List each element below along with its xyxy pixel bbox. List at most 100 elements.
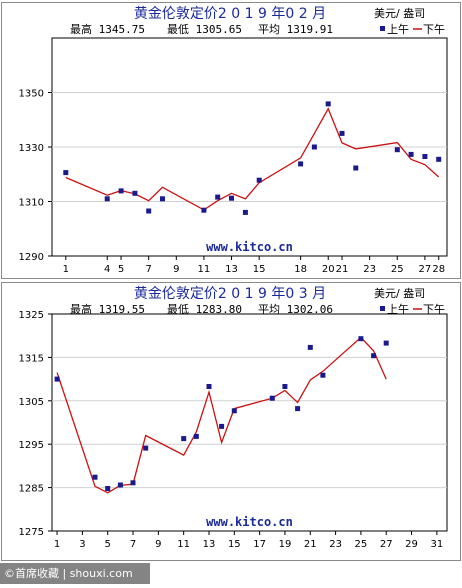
chart-2-x-tick-label: 3 — [79, 539, 85, 550]
chart-2-x-tick-label: 29 — [405, 539, 418, 550]
chart-1-series-am-point — [325, 101, 331, 107]
chart-1-legend-am-label: 上午 — [387, 23, 409, 36]
chart-2-y-tick-label: 1275 — [19, 527, 44, 538]
chart-1-x-tick-label: 28 — [432, 264, 445, 275]
chart-2-series-am-point — [130, 480, 136, 486]
chart-1-x-tick-label: 11 — [198, 264, 211, 275]
chart-1-y-tick-label: 1330 — [19, 143, 44, 154]
chart-1-x-tick-label: 9 — [173, 264, 179, 275]
chart-2-x-tick-label: 13 — [203, 539, 216, 550]
chart-2-x-tick-label: 17 — [253, 539, 266, 550]
chart-1-y-tick-label: 1290 — [19, 252, 44, 263]
chart-1-series-am-point — [339, 130, 345, 136]
chart-2-series-am-point — [54, 376, 60, 382]
chart-2-series-am-point — [358, 336, 364, 342]
chart-1-series-am-point — [63, 170, 69, 176]
chart-1-stat-high: 最高 1345.75 — [70, 22, 145, 36]
chart-1-x-tick-label: 13 — [225, 264, 238, 275]
chart-2-y-tick-label: 1315 — [19, 353, 44, 364]
chart-2-x-tick-label: 5 — [105, 539, 111, 550]
chart-1-series-am-point — [311, 144, 317, 150]
chart-1-legend-pm-label: 下午 — [423, 23, 445, 36]
chart-1-x-tick-label: 20 — [322, 264, 335, 275]
chart-2-series-am-point — [117, 482, 123, 488]
chart-2-x-tick-label: 1 — [54, 539, 60, 550]
chart-1-series-am-point — [422, 154, 428, 159]
chart-2-x-tick-label: 23 — [329, 539, 342, 550]
chart-2-series-am-point — [231, 408, 237, 414]
chart-1-series-am-point — [242, 209, 248, 215]
chart-2-legend-am-label: 上午 — [387, 303, 409, 316]
chart-1-x-tick-label: 18 — [294, 264, 307, 275]
chart-2-y-tick-label: 1325 — [19, 310, 44, 321]
chart-2-series-am-point — [92, 474, 98, 480]
chart-1-x-tick-label: 25 — [391, 264, 404, 275]
chart-1-stat-low: 最低 1305.65 — [167, 23, 242, 36]
watermark: ©首席收藏 | shouxi.com — [0, 563, 150, 584]
chart-1-x-tick-label: 4 — [104, 264, 110, 275]
chart-2-x-tick-label: 7 — [130, 539, 136, 550]
chart-2-x-tick-label: 9 — [155, 539, 161, 550]
chart-2-series-am-point — [193, 433, 199, 439]
chart-1-series-am-point — [104, 196, 110, 202]
chart-1-y-tick-label: 1350 — [19, 89, 44, 100]
chart-2-series-am-point — [181, 436, 187, 442]
chart-2-series-am-point — [383, 340, 389, 346]
chart-2-stat-avg: 平均 1302.06 — [258, 303, 333, 316]
chart-2-series-am-point — [269, 395, 275, 401]
chart-1-x-tick-label: 1 — [63, 264, 69, 275]
chart-2-stat-high: 最高 1319.55 — [70, 302, 145, 316]
chart-2-series-am-point — [105, 486, 111, 491]
chart-1-series-am-point — [146, 208, 152, 214]
chart-1-x-tick-label: 7 — [145, 264, 151, 275]
chart-2-x-tick-label: 15 — [228, 539, 241, 550]
chart-1-series-am-point — [256, 177, 262, 183]
chart-2-x-tick-label: 11 — [177, 539, 190, 550]
chart-2-legend-pm-label: 下午 — [423, 303, 445, 316]
chart-2-x-tick-label: 25 — [355, 539, 368, 550]
chart-1-series-am-point — [353, 165, 359, 171]
chart-1-series-am-point — [132, 190, 138, 196]
chart-2-series-am-point — [282, 384, 288, 389]
chart-2-series-am-point — [295, 406, 301, 412]
chart-2-y-tick-label: 1285 — [19, 484, 44, 495]
chart-2-url: www.kitco.cn — [206, 515, 293, 529]
chart-2-plot-area — [51, 313, 448, 532]
chart-2-x-tick-label: 19 — [279, 539, 292, 550]
chart-1-series-am-point — [408, 151, 414, 157]
chart-2-y-tick-label: 1305 — [19, 397, 44, 408]
chart-1-x-tick-label: 15 — [253, 264, 266, 275]
chart-2-y-tick-label: 1295 — [19, 440, 44, 451]
chart-1-unit-label: 美元/ 盎司 — [374, 6, 425, 20]
chart-1-series-am-point — [160, 196, 165, 202]
chart-1-series-am-point — [229, 195, 234, 201]
chart-2-x-tick-label: 27 — [380, 539, 393, 550]
chart-2-series-am-point — [143, 445, 149, 451]
chart-1-y-tick-label: 1310 — [19, 198, 44, 209]
chart-2-series-am-point — [371, 353, 377, 359]
chart-1-x-tick-label: 21 — [336, 264, 349, 275]
chart-2-series-am-point — [219, 423, 225, 429]
chart-2-stat-low: 最低 1283.80 — [167, 303, 242, 316]
chart-1-x-tick-label: 23 — [363, 264, 376, 275]
chart-2-unit-label: 美元/ 盎司 — [374, 286, 425, 300]
chart-1-series-am-point — [394, 147, 400, 153]
chart-1-series-am-point — [201, 207, 207, 213]
chart-1-title: 黄金伦敦定价2 0 1 9 年0 2 月 — [134, 5, 326, 22]
chart-2-series-am-point — [307, 344, 313, 350]
chart-1-series-am-point — [118, 188, 124, 194]
chart-2-x-tick-label: 31 — [431, 539, 444, 550]
chart-2-x-tick-label: 21 — [304, 539, 317, 550]
chart-1-series-am-point — [215, 194, 221, 200]
chart-1-legend-am-marker — [380, 26, 385, 31]
chart-1-url: www.kitco.cn — [206, 240, 293, 254]
chart-2-series-am-point — [320, 372, 326, 378]
chart-1-series-am-point — [436, 156, 442, 162]
chart-1-stat-avg: 平均 1319.91 — [258, 23, 333, 36]
chart-1-series-am-point — [298, 161, 304, 167]
chart-2-legend-am-marker — [380, 306, 385, 311]
chart-1-x-tick-label: 27 — [419, 264, 432, 275]
chart-2-title: 黄金伦敦定价2 0 1 9 年0 3 月 — [134, 285, 326, 302]
